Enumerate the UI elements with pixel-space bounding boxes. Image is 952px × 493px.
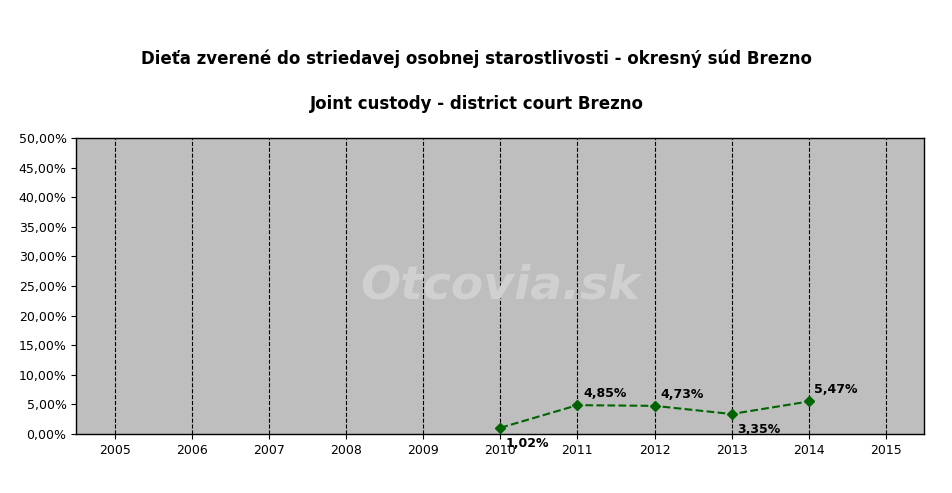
Text: 5,47%: 5,47% (813, 383, 857, 396)
Text: 3,35%: 3,35% (737, 423, 780, 436)
Text: Dieťa zverené do striedavej osobnej starostlivosti - okresný súd Brezno: Dieťa zverené do striedavej osobnej star… (141, 50, 811, 69)
Text: 4,73%: 4,73% (660, 387, 703, 400)
Text: 4,85%: 4,85% (583, 387, 625, 400)
Text: 1,02%: 1,02% (506, 437, 548, 450)
Text: Joint custody - district court Brezno: Joint custody - district court Brezno (309, 95, 643, 112)
Text: Otcovia.sk: Otcovia.sk (360, 263, 640, 309)
